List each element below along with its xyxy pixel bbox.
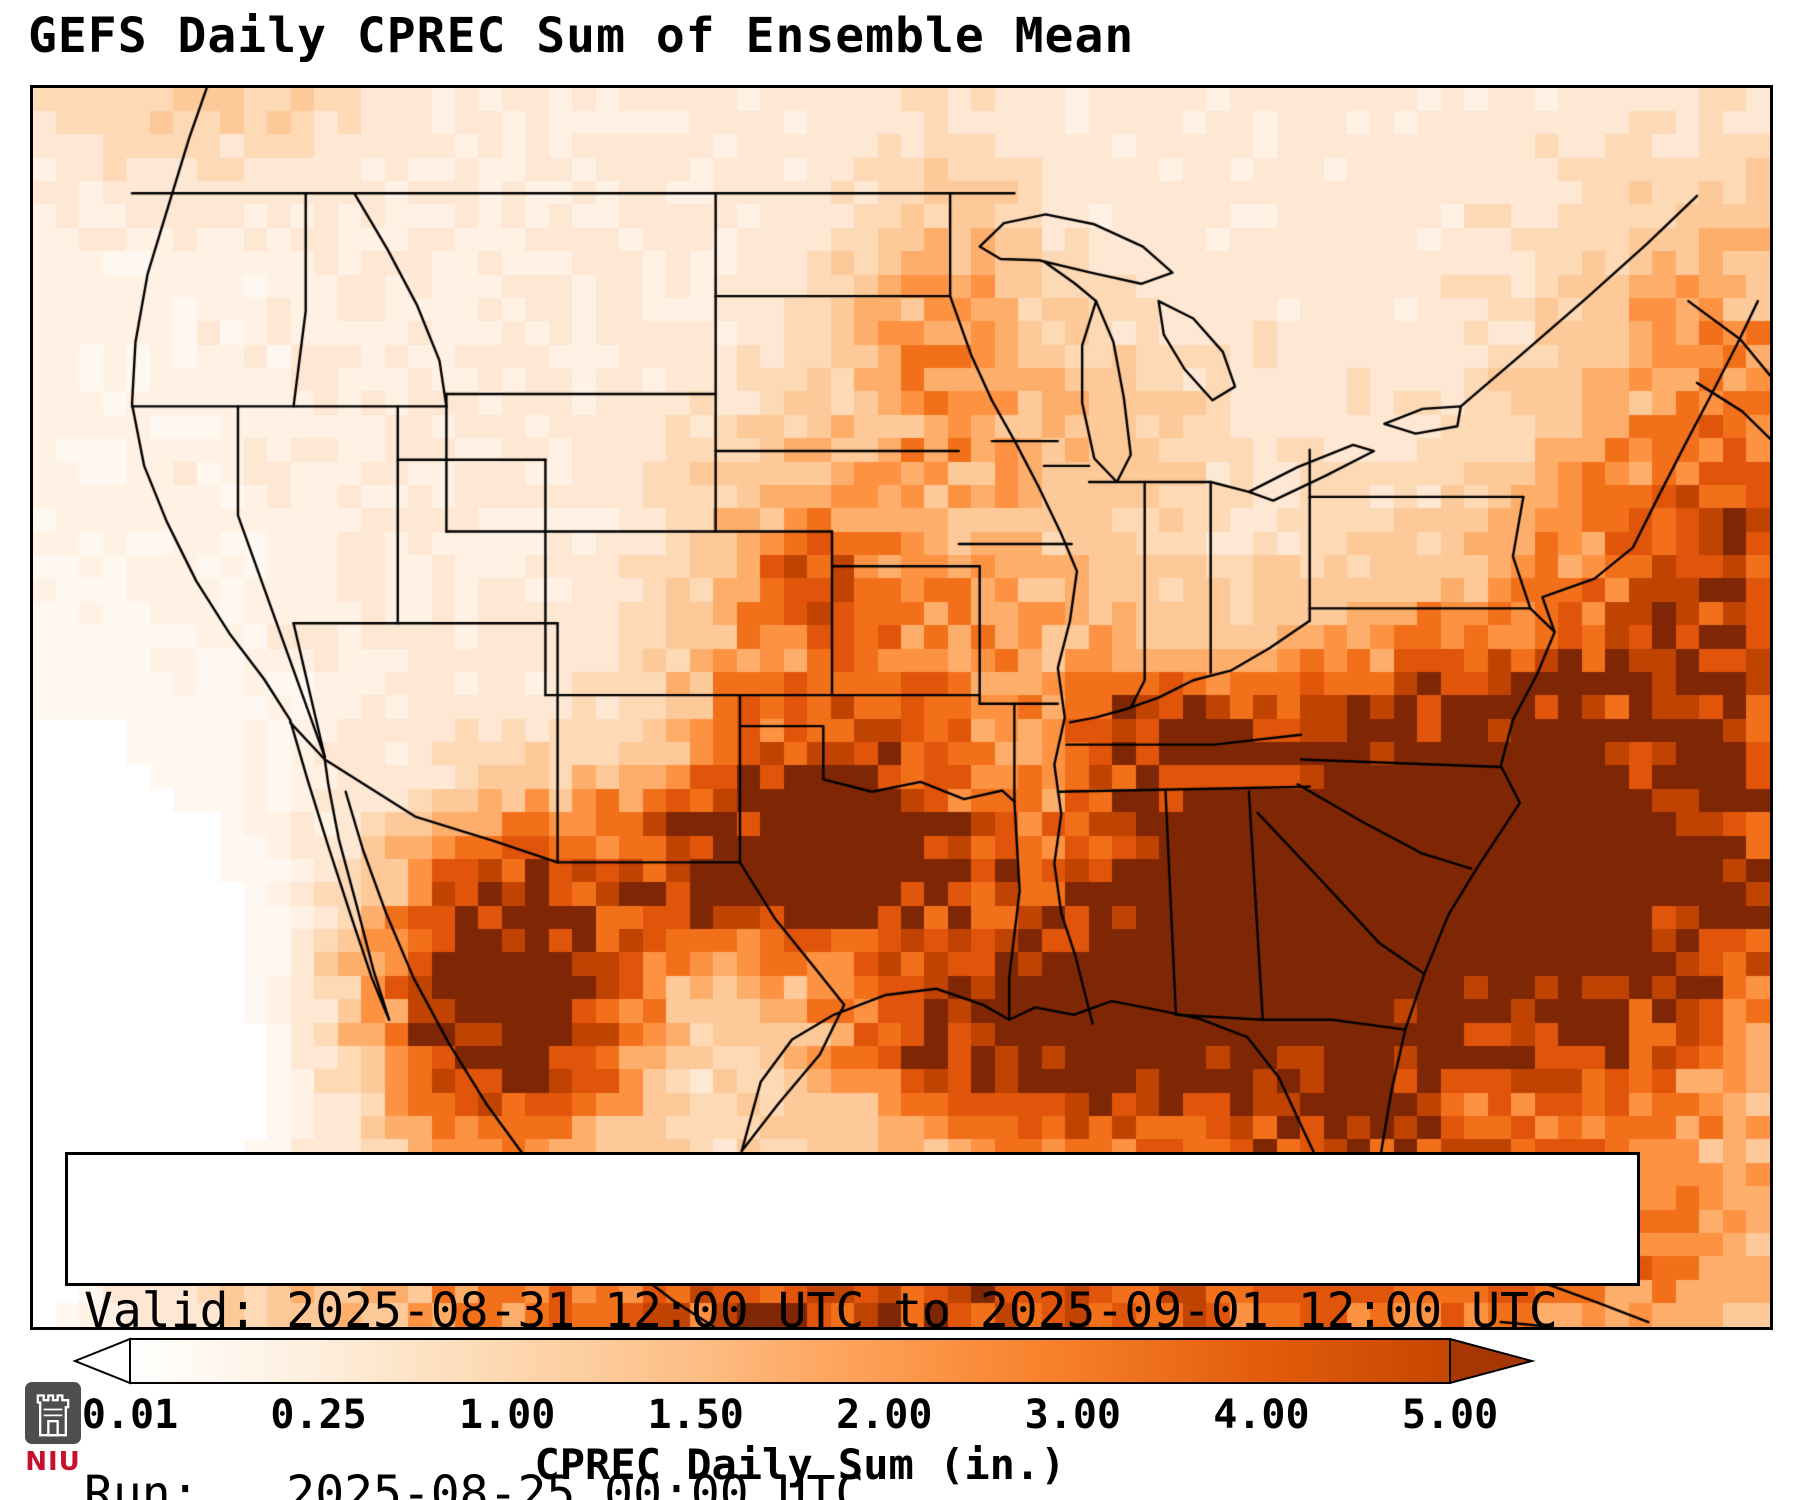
colorbar-over-arrow <box>1449 1337 1536 1385</box>
precip-map-canvas <box>33 88 1770 1327</box>
valid-time-text: Valid: 2025-08-31 12:00 UTC to 2025-09-0… <box>84 1283 1558 1339</box>
colorbar-gradient-bar <box>129 1338 1451 1384</box>
niu-castle-icon <box>25 1382 81 1444</box>
colorbar-tick-label: 4.00 <box>1213 1392 1310 1438</box>
colorbar-tick-label: 2.00 <box>836 1392 933 1438</box>
map-area: Valid: 2025-08-31 12:00 UTC to 2025-09-0… <box>30 85 1773 1500</box>
colorbar-axis-label: CPREC Daily Sum (in.) <box>534 1440 1066 1489</box>
colorbar-tick-label: 0.25 <box>270 1392 367 1438</box>
colorbar-tick-label: 5.00 <box>1401 1392 1499 1438</box>
colorbar-tick-label: 3.00 <box>1024 1392 1122 1438</box>
colorbar-tick-labels: 0.01 0.25 1.00 1.50 2.00 3.00 4.00 5.00 <box>0 1392 1803 1442</box>
colorbar-tick-label: 1.50 <box>647 1392 744 1438</box>
colorbar-tick-label: 0.01 <box>81 1392 179 1438</box>
niu-logo-text: NIU <box>25 1447 81 1477</box>
colorbar <box>72 1337 1536 1385</box>
niu-logo: NIU <box>24 1382 82 1477</box>
run-time-text: Run: 2025-08-25 00:00 UTC <box>84 1466 865 1500</box>
colorbar-tick-label: 1.00 <box>458 1392 556 1438</box>
colorbar-under-arrow <box>72 1337 131 1385</box>
figure-title: GEFS Daily CPREC Sum of Ensemble Mean <box>28 8 1135 64</box>
validity-info-box: Valid: 2025-08-31 12:00 UTC to 2025-09-0… <box>65 1152 1640 1500</box>
